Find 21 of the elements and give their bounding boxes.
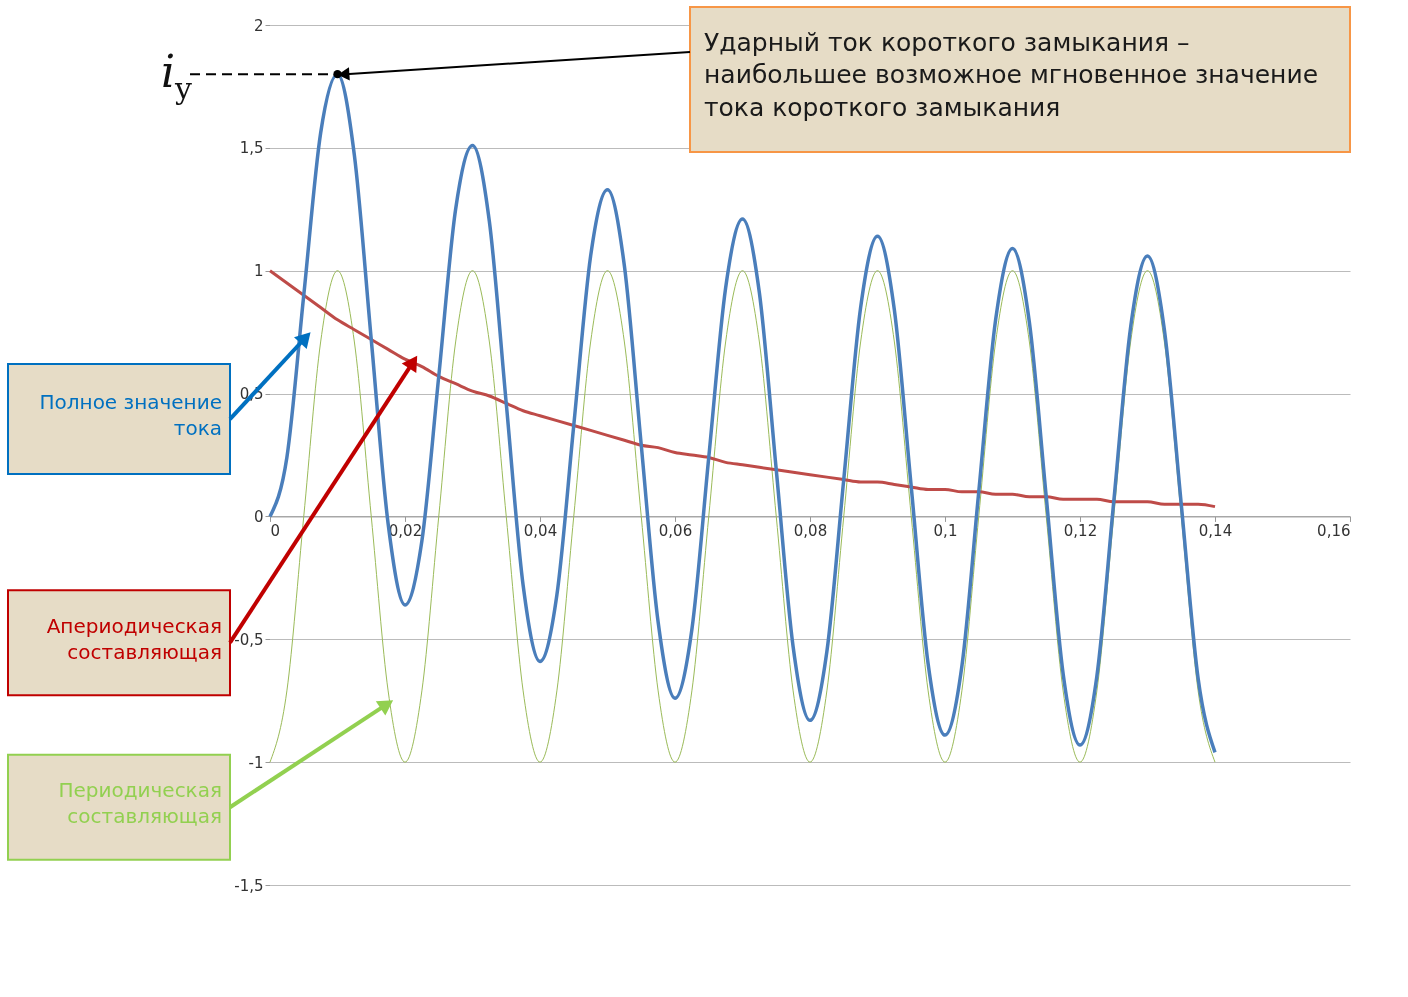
x-tick-label: 0,04	[523, 521, 558, 540]
y-tick-label: -1	[248, 753, 264, 772]
y-tick-label: 2	[253, 16, 264, 35]
y-tick-label: 1,5	[239, 139, 264, 158]
x-tick-label: 0,1	[933, 521, 958, 540]
annotation: Ударный ток короткого замыкания – наибольшее возможное мгновенное значение тока короткого замыкания	[704, 27, 1319, 122]
x-tick-label: 0	[270, 521, 281, 540]
x-tick-label: 0,06	[658, 521, 693, 540]
annotation: Полное значение тока	[39, 390, 222, 441]
line-series	[268, 269, 1217, 509]
annotation: Периодическая составляющая	[58, 778, 222, 829]
y-tick-label: 0	[253, 507, 264, 526]
x-tick-label: 0,16	[1317, 521, 1351, 540]
x-tick-label: 0,12	[1063, 521, 1098, 540]
x-tick-label: 0,08	[793, 521, 828, 540]
x-tick-label: 0,02	[388, 521, 423, 540]
y-tick-label: 1	[253, 262, 264, 281]
y-tick-label: -0,5	[234, 630, 264, 649]
y-tick-label: -1,5	[234, 876, 264, 895]
x-tick-label: 0,14	[1198, 521, 1233, 540]
annotation: Апериодическая составляющая	[46, 613, 222, 664]
